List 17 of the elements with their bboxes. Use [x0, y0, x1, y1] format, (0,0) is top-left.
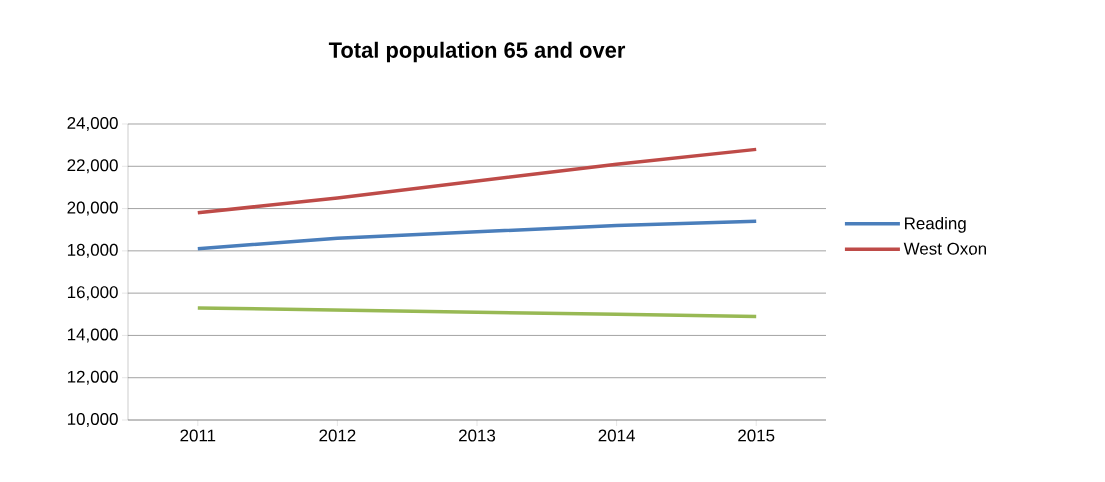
y-tick-label: 24,000	[67, 117, 118, 131]
x-tick-label: 2013	[459, 429, 496, 442]
legend-label: Reading	[905, 216, 966, 233]
y-tick-label: 12,000	[67, 370, 118, 385]
line-series	[196, 219, 758, 251]
y-tick-label: 20,000	[67, 201, 118, 216]
legend-label: West Oxon	[903, 242, 986, 255]
x-tick-label: 2011	[180, 429, 216, 442]
chart-title: Total population 65 and over	[328, 41, 626, 63]
y-tick-label: 14,000	[67, 328, 118, 343]
y-tick-label: 22,000	[67, 159, 118, 174]
y-tick-label: 16,000	[67, 286, 118, 301]
y-tick-label: 10,000	[67, 413, 118, 427]
y-tick-label: 18,000	[67, 243, 118, 258]
x-tick-label: 2012	[319, 429, 356, 442]
x-tick-label: 2014	[598, 429, 635, 442]
x-tick-label: 2015	[738, 429, 775, 442]
